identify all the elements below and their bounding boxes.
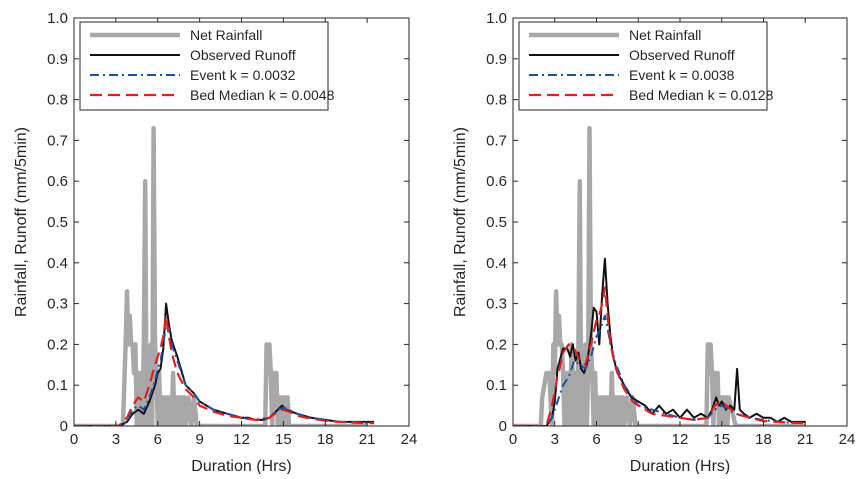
y-tick-label: 0.1 — [486, 377, 507, 394]
x-axis-label: Duration (Hrs) — [630, 458, 730, 474]
x-tick-label: 24 — [401, 431, 418, 448]
series-group — [513, 125, 806, 426]
x-tick-label: 12 — [672, 431, 689, 448]
y-tick-label: 0.2 — [47, 336, 68, 353]
ylabel-left: Rainfall, Runoff (mm/5min) — [13, 127, 30, 317]
y-axis-label: Rainfall, Runoff (mm/5min) — [13, 127, 30, 317]
legend-label: Observed Runoff — [629, 47, 735, 63]
x-tick-label: 15 — [713, 431, 730, 448]
y-axis-label: Rainfall, Runoff (mm/5min) — [452, 127, 469, 317]
panel-left: 0 3 6 9 12 15 18 21 24 0 0.1 0.2 0.3 0.4 0.5 0.6 0.7 0.8 0… — [13, 10, 418, 475]
series-line — [74, 314, 375, 426]
y-tick-label: 1.0 — [47, 10, 68, 27]
legend: Net Rainfall Observed Runoff Event k = 0.0… — [518, 21, 774, 111]
y-tick-label: 0.9 — [47, 51, 68, 68]
legend-label: Net Rainfall — [629, 27, 701, 43]
x-tick-label: 24 — [839, 431, 856, 448]
y-tick-label: 0.5 — [486, 214, 507, 231]
x-axis-label: Duration (Hrs) — [191, 458, 291, 474]
y-tick-label: 0.7 — [486, 132, 507, 149]
ylabel-right: Rainfall, Runoff (mm/5min) — [452, 127, 469, 317]
x-tick-label: 6 — [154, 431, 162, 448]
y-tick-label: 0.4 — [47, 255, 68, 272]
legend: Net Rainfall Observed Runoff Event k = 0.0… — [79, 21, 335, 111]
y-tick-label: 0.4 — [486, 255, 507, 272]
x-tick-label: 21 — [797, 431, 814, 448]
y-tick-label: 1.0 — [486, 10, 507, 27]
y-tick-label: 0.7 — [47, 132, 68, 149]
y-tick-label: 0.8 — [47, 92, 68, 109]
x-tick-label: 18 — [317, 431, 334, 448]
x-tick-label: 15 — [275, 431, 292, 448]
legend-label: Bed Median k = 0.0048 — [190, 87, 335, 103]
x-tick-label: 9 — [634, 431, 642, 448]
x-tick-label: 6 — [592, 431, 600, 448]
series-group — [74, 125, 375, 426]
x-tick-label: 9 — [195, 431, 203, 448]
x-tick-label: 21 — [359, 431, 376, 448]
y-tick-label: 0.2 — [486, 336, 507, 353]
legend-label: Observed Runoff — [190, 47, 296, 63]
panel-right: 0 3 6 9 12 15 18 21 24 0 0.1 0.2 0.3 0.4 0.5 0.6 0.7 0.8 0… — [452, 10, 856, 475]
y-tick-label: 0.3 — [47, 296, 68, 313]
x-tick-label: 3 — [112, 431, 120, 448]
legend-label: Bed Median k = 0.0128 — [629, 87, 774, 103]
legend-label: Event k = 0.0032 — [190, 67, 296, 83]
y-tick-label: 0 — [499, 418, 507, 435]
series-line — [74, 125, 368, 426]
y-tick-label: 0 — [60, 418, 68, 435]
y-tick-label: 0.1 — [47, 377, 68, 394]
legend-label: Net Rainfall — [190, 27, 262, 43]
y-tick-label: 0.3 — [486, 296, 507, 313]
x-tick-label: 0 — [509, 431, 517, 448]
legend-label: Event k = 0.0038 — [629, 67, 735, 83]
x-tick-label: 18 — [755, 431, 772, 448]
x-tick-label: 12 — [233, 431, 250, 448]
y-tick-label: 0.6 — [47, 173, 68, 190]
y-tick-label: 0.8 — [486, 92, 507, 109]
x-tick-label: 3 — [551, 431, 559, 448]
series-line — [513, 257, 806, 426]
y-tick-label: 0.9 — [486, 51, 507, 68]
y-tick-label: 0.5 — [47, 214, 68, 231]
x-tick-label: 0 — [70, 431, 78, 448]
y-tick-label: 0.6 — [486, 173, 507, 190]
series-line — [513, 286, 806, 426]
